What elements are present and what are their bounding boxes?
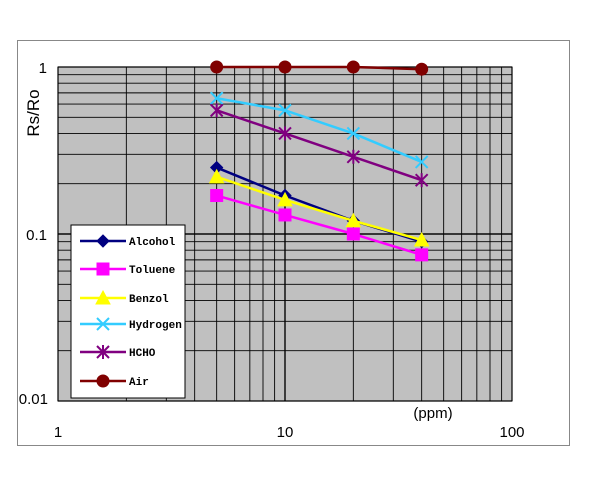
x-tick-label-100: 100 <box>499 424 524 441</box>
data-point-hydrogen-1 <box>278 103 292 118</box>
legend-marker-toluene <box>96 262 110 276</box>
series-line-benzol <box>216 175 423 242</box>
series-line-hydrogen <box>216 97 423 164</box>
data-point-toluene-0 <box>210 189 224 203</box>
legend-marker-hcho <box>96 345 110 359</box>
legend-marker-benzol <box>95 289 111 305</box>
data-point-hydrogen-2 <box>346 126 361 141</box>
legend-marker-hydrogen <box>96 317 110 331</box>
legend-label-hcho: HCHO <box>129 348 156 360</box>
data-point-hcho-0 <box>209 103 224 118</box>
data-point-hydrogen-3 <box>414 155 429 169</box>
data-point-toluene-2 <box>346 227 360 241</box>
legend-label-hydrogen: Hydrogen <box>129 320 182 332</box>
legend-box <box>70 224 186 399</box>
legend-item-air: Air <box>80 374 149 389</box>
series-line-air <box>216 65 422 71</box>
legend-item-hydrogen: Hydrogen <box>80 317 182 332</box>
series-line-toluene <box>216 194 423 257</box>
data-point-hcho-3 <box>414 173 429 188</box>
series-hcho <box>209 103 429 188</box>
y-tick-label-0-1: 0.1 <box>26 227 47 244</box>
legend-label-air: Air <box>129 377 149 389</box>
legend-label-benzol: Benzol <box>129 294 169 306</box>
data-point-benzol-3 <box>413 231 430 247</box>
x-tick-label-10: 10 <box>277 424 294 441</box>
data-point-hydrogen-0 <box>209 91 224 105</box>
series-layer <box>208 60 430 262</box>
x-tick-label-1: 1 <box>54 424 62 441</box>
series-line-hcho <box>216 109 423 182</box>
legend-label-toluene: Toluene <box>129 265 176 277</box>
legend-marker-air <box>96 374 110 388</box>
y-axis-label: Rs/Ro <box>24 89 43 136</box>
legend-marker-alcohol <box>96 234 110 248</box>
data-point-benzol-0 <box>208 168 225 184</box>
legend-item-alcohol: Alcohol <box>80 234 176 249</box>
legend-item-toluene: Toluene <box>80 262 176 277</box>
data-point-toluene-3 <box>415 248 429 262</box>
x-axis-unit-label: (ppm) <box>413 405 452 422</box>
series-benzol <box>208 168 430 247</box>
data-point-benzol-2 <box>345 212 362 228</box>
legend-item-hcho: HCHO <box>80 345 156 360</box>
series-air <box>210 60 429 76</box>
data-point-hcho-2 <box>346 149 361 164</box>
data-point-benzol-1 <box>277 191 293 207</box>
data-point-air-2 <box>346 60 360 74</box>
data-point-air-1 <box>278 60 292 74</box>
y-tick-label-1: 1 <box>39 60 47 77</box>
legend: Alcohol Toluene Benzol Hydrogen HCHO Air <box>70 224 186 399</box>
y-tick-label-0-01: 0.01 <box>19 391 48 408</box>
data-point-air-0 <box>210 60 224 74</box>
data-point-toluene-1 <box>278 208 292 222</box>
data-point-air-3 <box>415 62 429 76</box>
legend-label-alcohol: Alcohol <box>129 237 176 249</box>
legend-item-benzol: Benzol <box>80 289 169 306</box>
series-toluene <box>210 189 429 262</box>
series-hydrogen <box>209 91 429 169</box>
data-point-hcho-1 <box>278 126 292 141</box>
